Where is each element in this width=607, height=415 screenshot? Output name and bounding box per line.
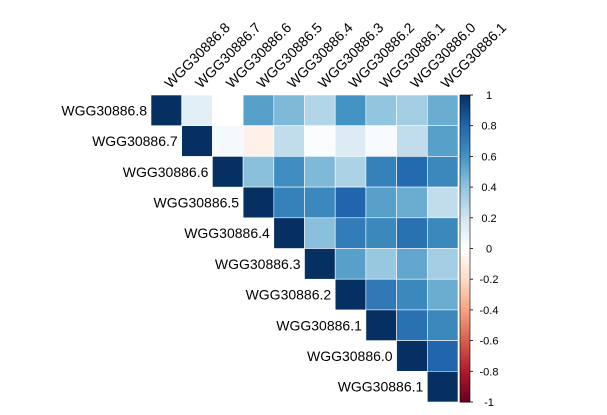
heatmap-cell-r3-c5 bbox=[304, 186, 336, 219]
heatmap-cell-r0-c9 bbox=[426, 94, 459, 127]
heatmap-cell-r0-c3 bbox=[242, 94, 275, 127]
column-labels: WGG30886.8WGG30886.7WGG30886.6WGG30886.5… bbox=[161, 19, 509, 91]
colorbar-tick-label: -1 bbox=[484, 397, 494, 409]
colorbar-tick-label: -0.8 bbox=[480, 366, 499, 378]
colorbar-tick-label: 0.4 bbox=[481, 182, 496, 194]
heatmap-cell-r2-c7 bbox=[365, 156, 397, 188]
heatmap-cell-r1-c2 bbox=[212, 125, 244, 157]
row-label: WGG30886.0 bbox=[307, 348, 393, 364]
heatmap-cell-r1-c3 bbox=[242, 125, 275, 157]
row-label: WGG30886.1 bbox=[276, 317, 362, 333]
row-label: WGG30886.3 bbox=[215, 256, 301, 272]
heatmap-cell-r1-c4 bbox=[273, 125, 305, 157]
heatmap-cells bbox=[150, 94, 459, 403]
heatmap-cell-r4-c9 bbox=[426, 217, 459, 249]
heatmap-cell-r9-c9 bbox=[426, 370, 459, 403]
colorbar-tick-label: -0.2 bbox=[480, 274, 499, 286]
heatmap-cell-r3-c4 bbox=[273, 186, 305, 219]
colorbar-tick-label: -0.4 bbox=[480, 305, 499, 317]
heatmap-cell-r1-c7 bbox=[365, 125, 397, 157]
heatmap-cell-r0-c2 bbox=[212, 94, 244, 127]
row-labels: WGG30886.8 WGG30886.7 WGG30886.6 WGG30886.5… bbox=[61, 102, 423, 394]
heatmap-cell-r0-c4 bbox=[273, 94, 305, 127]
row-label: WGG30886.4 bbox=[184, 225, 270, 241]
heatmap-cell-r5-c6 bbox=[334, 248, 367, 280]
colorbar-tick-label: 0.6 bbox=[481, 151, 496, 163]
heatmap-cell-r2-c8 bbox=[396, 156, 428, 188]
heatmap-cell-r5-c9 bbox=[426, 248, 459, 280]
row-label: WGG30886.5 bbox=[153, 194, 239, 210]
heatmap-cell-r0-c8 bbox=[396, 94, 428, 127]
heatmap-cell-r2-c3 bbox=[242, 156, 275, 188]
heatmap-cell-r8-c8 bbox=[396, 340, 428, 372]
heatmap-cell-r4-c6 bbox=[334, 217, 367, 249]
heatmap-cell-r2-c6 bbox=[334, 156, 367, 188]
heatmap-cell-r6-c9 bbox=[426, 278, 459, 311]
heatmap-cell-r6-c8 bbox=[396, 278, 428, 311]
heatmap-cell-r6-c6 bbox=[334, 278, 367, 311]
heatmap-cell-r1-c8 bbox=[396, 125, 428, 157]
heatmap-cell-r7-c9 bbox=[426, 309, 459, 341]
row-label: WGG30886.8 bbox=[61, 102, 147, 118]
heatmap-cell-r3-c8 bbox=[396, 186, 428, 219]
colorbar-tick-label: -0.6 bbox=[480, 336, 499, 348]
heatmap-cell-r1-c5 bbox=[304, 125, 336, 157]
heatmap-cell-r2-c5 bbox=[304, 156, 336, 188]
heatmap-cell-r0-c6 bbox=[334, 94, 367, 127]
heatmap-cell-r3-c9 bbox=[426, 186, 459, 219]
row-label: WGG30886.7 bbox=[92, 133, 178, 149]
heatmap-cell-r3-c3 bbox=[242, 186, 275, 219]
heatmap-cell-r2-c4 bbox=[273, 156, 305, 188]
row-label: WGG30886.2 bbox=[246, 287, 332, 303]
heatmap-cell-r1-c9 bbox=[426, 125, 459, 157]
heatmap-cell-r2-c9 bbox=[426, 156, 459, 188]
row-label: WGG30886.1 bbox=[338, 379, 424, 395]
heatmap-cell-r4-c4 bbox=[273, 217, 305, 249]
heatmap-cell-r5-c5 bbox=[304, 248, 336, 280]
heatmap-cell-r8-c9 bbox=[426, 340, 459, 372]
heatmap-cell-r1-c1 bbox=[181, 125, 213, 157]
heatmap-cell-r6-c7 bbox=[365, 278, 397, 311]
heatmap-cell-r7-c7 bbox=[365, 309, 397, 341]
heatmap-cell-r2-c2 bbox=[212, 156, 244, 188]
heatmap-cell-r0-c0 bbox=[150, 94, 183, 127]
heatmap-cell-r0-c1 bbox=[181, 94, 213, 127]
heatmap-cell-r4-c7 bbox=[365, 217, 397, 249]
heatmap-cell-r5-c7 bbox=[365, 248, 397, 280]
heatmap-cell-r3-c6 bbox=[334, 186, 367, 219]
row-label: WGG30886.6 bbox=[123, 164, 209, 180]
heatmap-cell-r1-c6 bbox=[334, 125, 367, 157]
colorbar-tick-label: 1 bbox=[486, 90, 492, 102]
heatmap-cell-r4-c5 bbox=[304, 217, 336, 249]
heatmap-cell-r3-c7 bbox=[365, 186, 397, 219]
colorbar-tick-label: 0.2 bbox=[481, 213, 496, 225]
heatmap-cell-r5-c8 bbox=[396, 248, 428, 280]
colorbar: 1 0.8 0.6 0.4 0.2 0 -0.2 -0.4 -0.6 -0.8 -1 bbox=[459, 90, 499, 409]
heatmap-cell-r7-c8 bbox=[396, 309, 428, 341]
heatmap-cell-r0-c5 bbox=[304, 94, 336, 127]
heatmap-cell-r4-c8 bbox=[396, 217, 428, 249]
colorbar-tick-label: 0.8 bbox=[481, 121, 496, 133]
heatmap-cell-r0-c7 bbox=[365, 94, 397, 127]
colorbar-tick-label: 0 bbox=[486, 244, 492, 256]
